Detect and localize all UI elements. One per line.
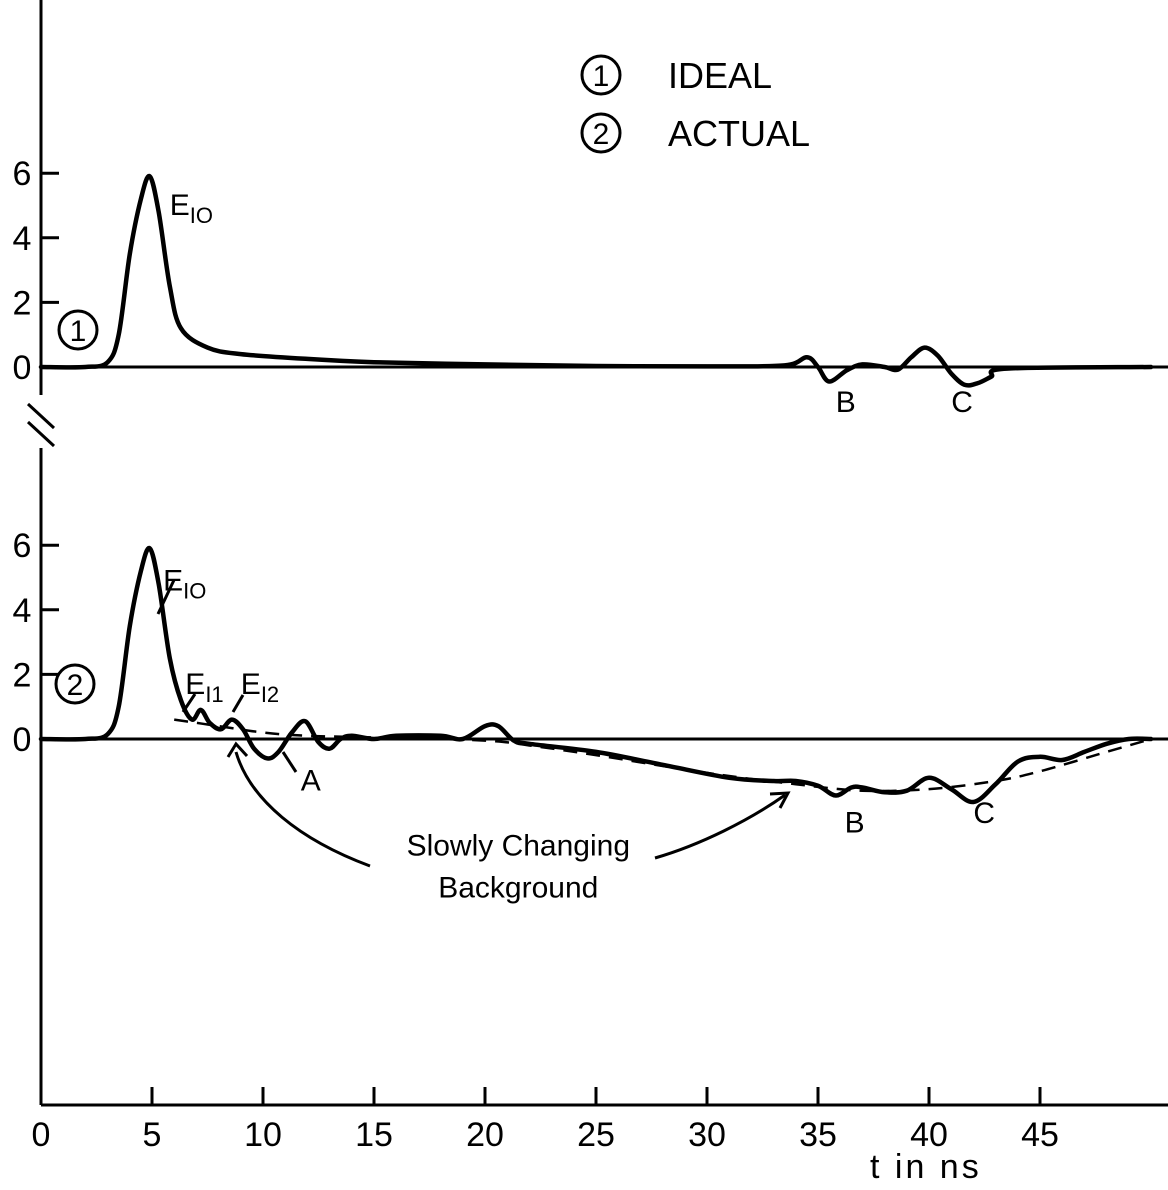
- x-tick-label: 0: [32, 1116, 51, 1154]
- y-tick-label: 2: [13, 284, 32, 322]
- legend-marker-2: 2: [593, 118, 610, 151]
- x-tick-label: 25: [577, 1116, 615, 1154]
- annotation-arrow: [226, 741, 249, 758]
- annotation-subscript: IO: [190, 203, 213, 228]
- panel-marker-1: 1: [70, 315, 87, 348]
- x-tick-label: 35: [799, 1116, 837, 1154]
- x-axis-label: t in ns: [870, 1148, 982, 1186]
- x-tick-label: 10: [244, 1116, 282, 1154]
- actual-waveform-line: [38, 545, 1154, 805]
- legend-marker-circle: [580, 54, 622, 96]
- annotation-arrow: [156, 579, 176, 615]
- annotation-arrow: [181, 693, 197, 713]
- annotation-label: B: [836, 386, 856, 419]
- x-tick-label: 20: [466, 1116, 504, 1154]
- legend: 1 IDEAL 2 ACTUAL: [580, 54, 810, 154]
- legend-label-ideal: IDEAL: [668, 55, 772, 96]
- x-tick-label: 30: [688, 1116, 726, 1154]
- annotation-label: C: [951, 386, 973, 419]
- annotation-arrow: [769, 791, 791, 809]
- annotation-arrow: [234, 751, 371, 868]
- x-tick-label: 40: [910, 1116, 948, 1154]
- annotation-label: EI2: [241, 668, 279, 707]
- annotation-label: EIO: [163, 564, 206, 603]
- axis-break: [26, 420, 56, 448]
- y-tick-label: 4: [13, 592, 32, 630]
- y-tick-label: 0: [13, 349, 32, 387]
- annotation-arrow: [231, 694, 245, 713]
- axis-break: [26, 402, 56, 430]
- panel-marker-circle: [57, 309, 99, 351]
- annotation-label: EIO: [170, 189, 213, 228]
- annotation-subscript: I1: [205, 682, 223, 707]
- annotation-text: Slowly Changing: [407, 829, 630, 862]
- annotation-text: Background: [438, 871, 598, 904]
- x-tick-label: 15: [355, 1116, 393, 1154]
- legend-marker-circle: [580, 112, 622, 154]
- ideal-waveform-line: [38, 173, 1154, 388]
- y-tick-label: 0: [13, 721, 32, 759]
- y-tick-label: 4: [13, 220, 32, 258]
- annotation-subscript: IO: [183, 578, 206, 603]
- annotation-arrow: [281, 751, 298, 773]
- legend-marker-1: 1: [593, 60, 610, 93]
- annotation-label: C: [973, 797, 995, 830]
- x-tick-label: 45: [1021, 1116, 1059, 1154]
- y-tick-label: 6: [13, 155, 32, 193]
- annotation-arrow: [654, 793, 786, 860]
- legend-label-actual: ACTUAL: [668, 113, 810, 154]
- y-tick-label: 6: [13, 527, 32, 565]
- annotation-label: A: [301, 765, 321, 798]
- annotation-label: B: [845, 807, 865, 840]
- annotation-subscript: I2: [261, 682, 279, 707]
- x-ticks: 0 5 10 15 20 25 30 35 40 45: [32, 1087, 1059, 1154]
- x-tick-label: 5: [143, 1116, 162, 1154]
- panel-marker-2: 2: [67, 669, 84, 702]
- y-tick-label: 2: [13, 656, 32, 694]
- panel-marker-circle: [54, 663, 96, 705]
- y-ticks: 6 4 2 0 6 4 2 0: [13, 155, 59, 759]
